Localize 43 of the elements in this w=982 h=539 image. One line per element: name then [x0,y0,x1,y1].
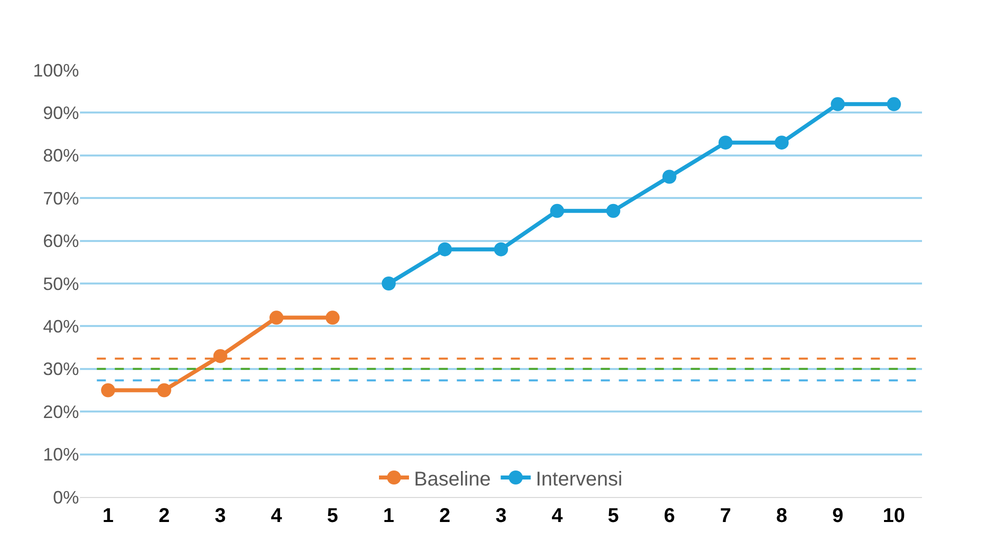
point [886,97,901,112]
point [494,242,508,256]
point [382,276,396,290]
point [213,349,228,364]
x-tick-label: 6 [664,505,675,527]
x-tick-label: 1 [102,505,114,527]
y-tick-label: 50% [42,274,79,294]
x-tick-label: 3 [214,505,226,527]
y-tick-label: 20% [42,402,79,422]
y-tick-label: 70% [42,188,79,208]
point [606,204,620,218]
point [830,97,845,112]
x-tick-label: 7 [720,505,732,527]
x-tick-label: 3 [495,505,507,527]
y-tick-label: 90% [42,103,79,123]
x-tick-label: 10 [882,505,906,527]
y-tick-label: 80% [42,146,79,166]
x-tick-label: 5 [608,505,619,527]
x-tick-label: 9 [832,505,844,527]
y-tick-label: 40% [42,316,79,336]
point [718,136,733,150]
legend-label: Baseline [414,468,491,490]
point [157,383,172,398]
y-tick-label: 10% [42,444,79,465]
x-tick-label: 5 [327,505,338,527]
point [662,170,676,184]
point [550,204,564,218]
y-tick-label: 60% [42,231,79,252]
x-tick-label: 2 [158,505,170,527]
point [269,310,284,325]
x-tick-label: 8 [776,505,788,527]
point [774,136,789,150]
legend-label: Intervensi [536,468,622,490]
x-tick-label: 4 [552,505,564,527]
point [101,383,116,398]
y-tick-label: 0% [52,487,79,508]
x-tick-label: 1 [383,505,394,527]
y-tick-label: 30% [42,359,79,380]
point [438,242,452,256]
y-tick-label: 100% [32,60,79,80]
x-tick-label: 2 [439,505,450,527]
x-tick-label: 4 [270,505,283,527]
point [326,310,340,325]
